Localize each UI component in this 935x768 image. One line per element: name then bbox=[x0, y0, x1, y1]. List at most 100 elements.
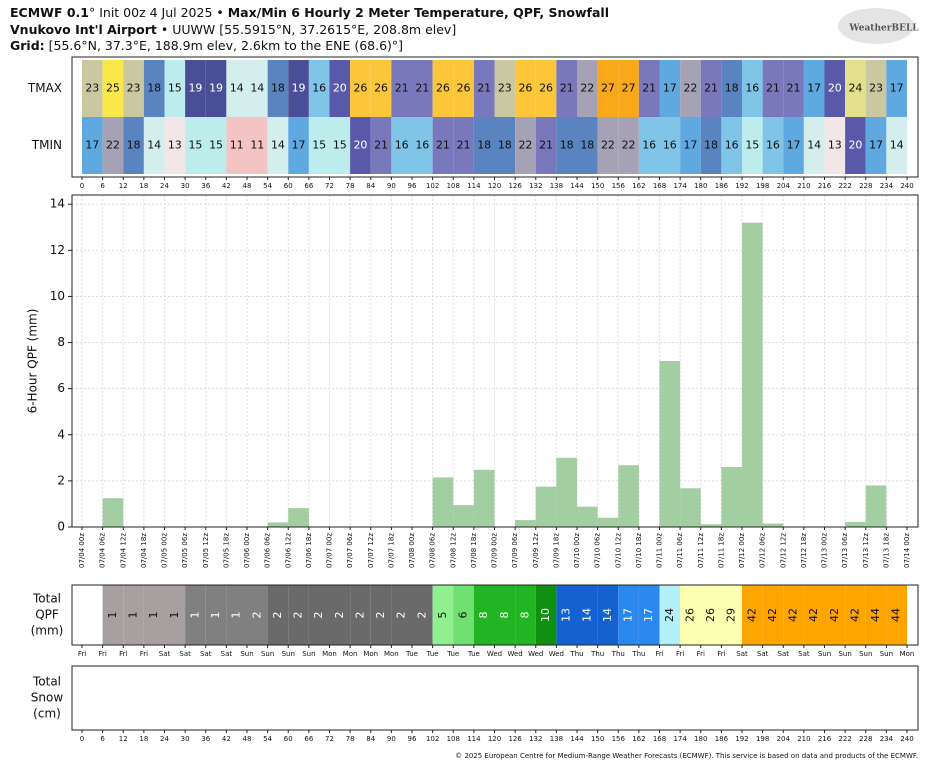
x-tick-label: 174 bbox=[673, 735, 687, 743]
x-tick-label: Fri bbox=[119, 650, 127, 658]
qpf-label: 26 bbox=[683, 608, 696, 622]
temp-cell bbox=[432, 60, 454, 117]
x-tick-label: Sat bbox=[221, 650, 233, 658]
temp-cell bbox=[329, 117, 351, 174]
x-tick-label: 210 bbox=[797, 182, 810, 190]
temp-label: 19 bbox=[188, 82, 202, 95]
bar bbox=[865, 485, 887, 527]
temp-cell bbox=[350, 60, 371, 117]
x-tick-label: 234 bbox=[880, 182, 894, 190]
temp-cell bbox=[82, 117, 103, 174]
qpf-cell bbox=[308, 585, 330, 645]
bar bbox=[680, 488, 701, 527]
x-tick-label: 120 bbox=[488, 182, 501, 190]
temp-label: 14 bbox=[250, 82, 264, 95]
temp-label: 26 bbox=[374, 82, 388, 95]
x-tick-label: 07/12 06z bbox=[759, 533, 767, 568]
x-tick-label: 54 bbox=[263, 735, 272, 743]
x-tick-label: 07/04 06z bbox=[99, 533, 107, 568]
temp-cell bbox=[556, 60, 577, 117]
x-tick-label: Sun bbox=[818, 650, 831, 658]
x-tick-label: 234 bbox=[880, 735, 894, 743]
qpf-label: 6 bbox=[457, 612, 470, 619]
temp-cell bbox=[865, 60, 887, 117]
x-tick-label: 07/12 18z bbox=[800, 533, 808, 568]
temp-cell bbox=[742, 117, 763, 174]
qpf-cell bbox=[205, 585, 227, 645]
temp-label: 21 bbox=[415, 82, 429, 95]
strip-label: Snow bbox=[31, 691, 64, 705]
x-tick-label: 144 bbox=[570, 182, 584, 190]
x-tick-label: Thu bbox=[611, 650, 625, 658]
x-tick-label: 6 bbox=[100, 735, 105, 743]
qpf-cell bbox=[102, 585, 124, 645]
x-tick-label: 78 bbox=[346, 735, 355, 743]
qpf-label: 29 bbox=[725, 608, 738, 622]
qpf-cell bbox=[845, 585, 866, 645]
qpf-cell bbox=[762, 585, 784, 645]
x-tick-label: 156 bbox=[612, 735, 626, 743]
qpf-cell bbox=[783, 585, 804, 645]
x-tick-label: 07/04 00z bbox=[78, 533, 86, 568]
qpf-label: 13 bbox=[560, 608, 573, 622]
temp-label: 18 bbox=[271, 82, 285, 95]
x-tick-label: Mon bbox=[900, 650, 915, 658]
temp-label: 18 bbox=[127, 139, 141, 152]
temp-cell bbox=[164, 117, 186, 174]
x-tick-label: Tue bbox=[446, 650, 459, 658]
x-tick-label: 07/07 00z bbox=[326, 533, 334, 568]
qpf-label: 14 bbox=[601, 608, 614, 622]
qpf-label: 42 bbox=[745, 608, 758, 622]
temp-label: 20 bbox=[828, 82, 842, 95]
title-part: ° bbox=[89, 5, 95, 20]
qpf-cell bbox=[638, 585, 660, 645]
x-tick-label: 168 bbox=[653, 735, 666, 743]
y-tick-label: 10 bbox=[50, 289, 65, 303]
qpf-label: 2 bbox=[271, 612, 284, 619]
x-tick-label: 240 bbox=[900, 182, 913, 190]
temp-label: 26 bbox=[518, 82, 532, 95]
temp-cell bbox=[432, 117, 454, 174]
temp-label: 17 bbox=[683, 139, 697, 152]
x-tick-label: 126 bbox=[508, 182, 522, 190]
x-tick-label: 24 bbox=[160, 182, 169, 190]
bar bbox=[618, 465, 639, 527]
y-tick-label: 0 bbox=[57, 520, 65, 534]
x-tick-label: 36 bbox=[201, 182, 210, 190]
x-tick-label: 07/08 12z bbox=[449, 533, 457, 568]
x-tick-label: 48 bbox=[243, 735, 252, 743]
qpf-label: 8 bbox=[518, 612, 531, 619]
bar bbox=[267, 522, 289, 527]
temp-cell bbox=[886, 117, 907, 174]
x-tick-label: 240 bbox=[900, 735, 913, 743]
title: ECMWF 0.1° Init 00z 4 Jul 2025 • Max/Min… bbox=[10, 5, 609, 20]
x-tick-label: Fri bbox=[697, 650, 705, 658]
x-tick-label: Thu bbox=[590, 650, 604, 658]
temp-label: 16 bbox=[312, 82, 326, 95]
subtitle-part: • UUWW [55.5915°N, 37.2615°E, 208.8m ele… bbox=[157, 22, 456, 37]
temp-label: 13 bbox=[828, 139, 842, 152]
x-tick-label: 138 bbox=[550, 182, 563, 190]
qpf-cell bbox=[618, 585, 639, 645]
qpf-label: 42 bbox=[766, 608, 779, 622]
temp-cell bbox=[700, 60, 722, 117]
qpf-label: 2 bbox=[353, 612, 366, 619]
x-tick-label: Sat bbox=[798, 650, 810, 658]
bar bbox=[432, 477, 454, 527]
temp-cell bbox=[803, 60, 825, 117]
x-tick-label: Fri bbox=[717, 650, 725, 658]
x-tick-label: 07/10 12z bbox=[614, 533, 622, 568]
temp-label: 14 bbox=[890, 139, 904, 152]
qpf-label: 2 bbox=[312, 612, 325, 619]
x-tick-label: 60 bbox=[284, 182, 293, 190]
x-tick-label: 07/04 18z bbox=[140, 533, 148, 568]
qpf-label: 2 bbox=[333, 612, 346, 619]
qpf-cell bbox=[700, 585, 722, 645]
temp-cell bbox=[473, 117, 495, 174]
x-tick-label: 07/07 18z bbox=[387, 533, 395, 568]
x-tick-label: Fri bbox=[676, 650, 684, 658]
bar bbox=[577, 506, 598, 527]
temp-cell bbox=[494, 60, 516, 117]
temp-cell bbox=[886, 60, 907, 117]
temp-cell bbox=[267, 117, 289, 174]
